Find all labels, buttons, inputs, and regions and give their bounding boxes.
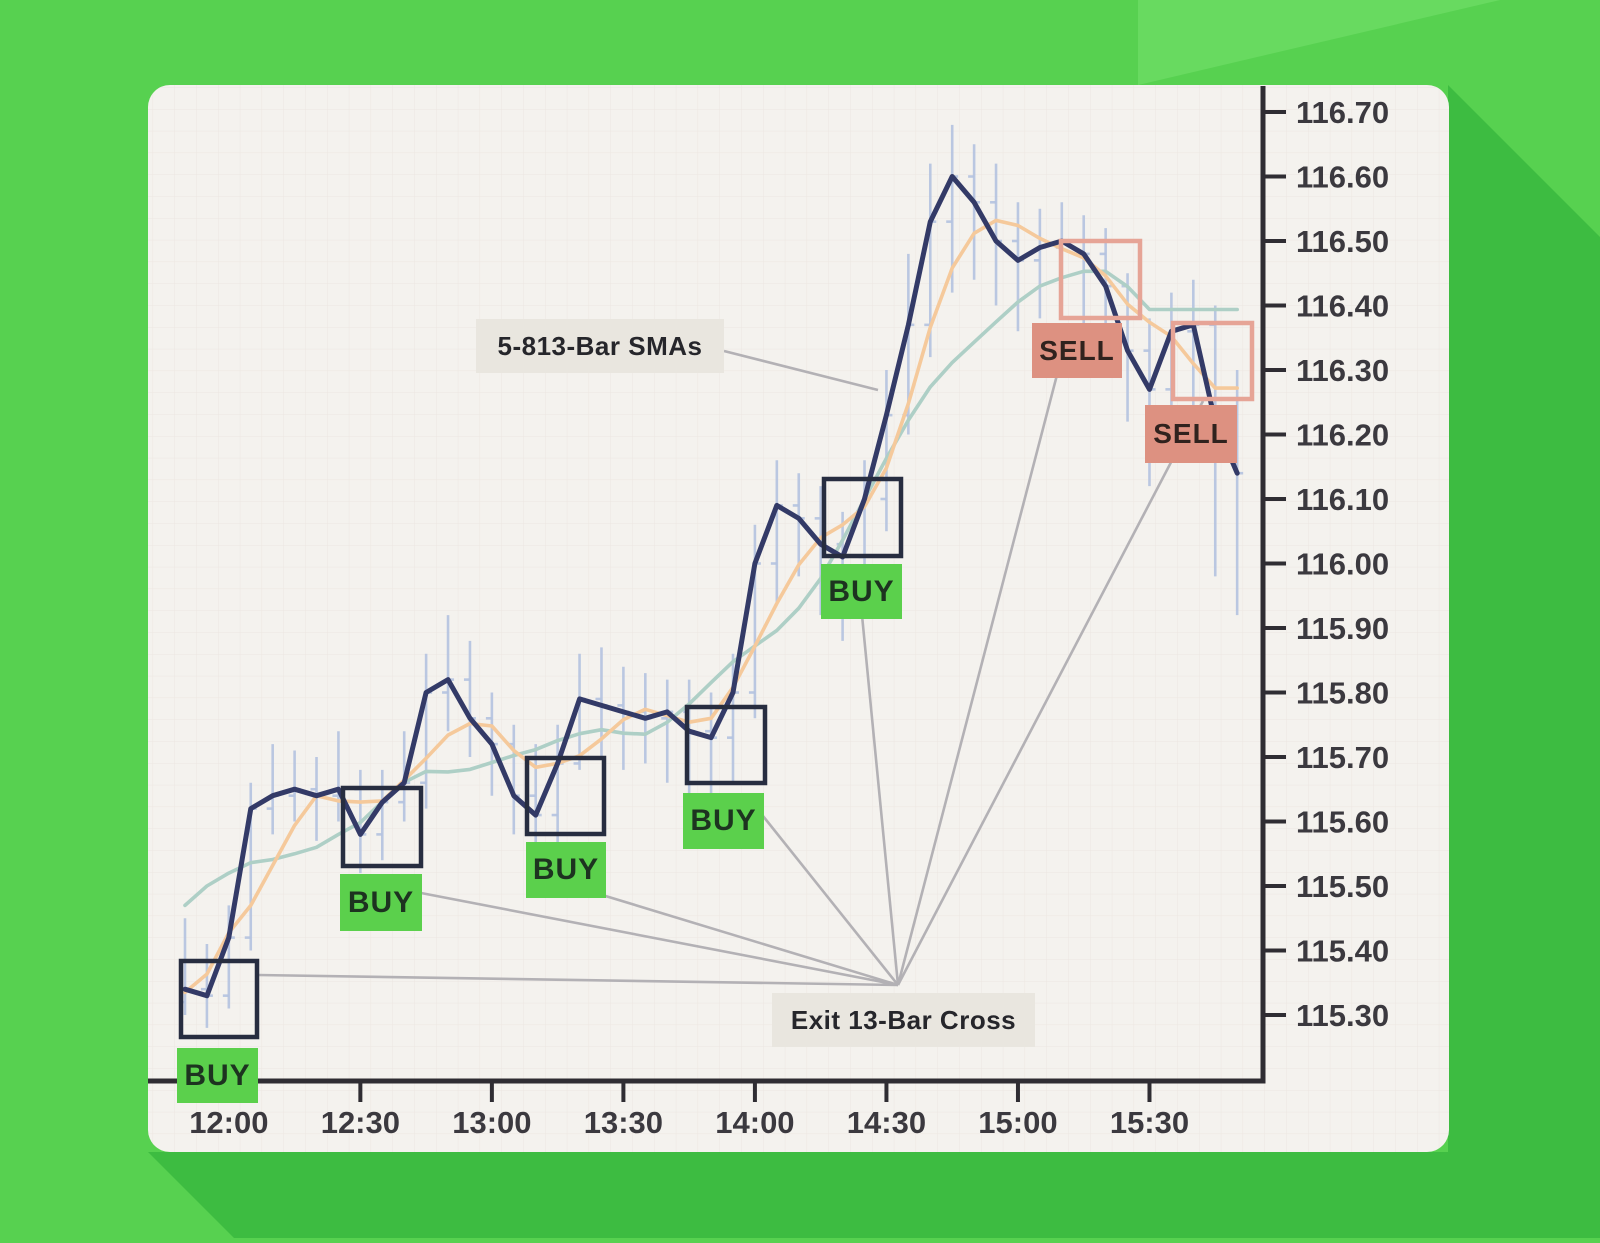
y-axis-label: 116.70: [1296, 95, 1389, 130]
sma-leader-line: [723, 349, 879, 392]
buy-signal-square: [524, 755, 607, 837]
x-axis-label: 12:00: [189, 1105, 268, 1140]
buy-badge: BUY: [340, 874, 422, 931]
exit-fan-line: [896, 324, 1072, 986]
sell-badge: SELL: [1032, 323, 1122, 378]
buy-signal-square: [178, 958, 260, 1040]
y-axis-label: 115.80: [1296, 676, 1389, 711]
sell-signal-square: [1170, 320, 1255, 402]
x-axis-label: 15:30: [1110, 1105, 1189, 1140]
y-axis-label: 115.30: [1296, 998, 1389, 1033]
chart-grid: [148, 85, 1449, 1152]
y-axis-label: 115.60: [1296, 805, 1389, 840]
y-axis-label: 115.70: [1296, 740, 1389, 775]
buy-signal-square: [340, 785, 424, 869]
exit-fan-line: [257, 973, 899, 987]
y-axis-label: 116.40: [1296, 289, 1389, 324]
x-axis-label: 15:00: [978, 1105, 1057, 1140]
y-axis-label: 115.90: [1296, 611, 1389, 646]
x-axis-label: 14:00: [715, 1105, 794, 1140]
buy-badge: BUY: [177, 1048, 258, 1103]
x-axis-label: 14:30: [847, 1105, 926, 1140]
y-axis-label: 116.00: [1296, 547, 1389, 582]
sell-badge: SELL: [1145, 405, 1237, 463]
x-axis-label: 12:30: [321, 1105, 400, 1140]
y-axis-label: 115.40: [1296, 934, 1389, 969]
y-axis-label: 115.50: [1296, 869, 1389, 904]
sell-signal-square: [1058, 238, 1143, 321]
buy-signal-square: [684, 704, 768, 786]
exit-fan-line: [420, 891, 899, 987]
exit-fan-line: [896, 400, 1205, 986]
sma-annotation-label: 5-813-Bar SMAs: [476, 319, 724, 373]
y-axis-label: 116.10: [1296, 482, 1389, 517]
buy-badge: BUY: [526, 842, 606, 898]
exit-fan-line: [859, 604, 900, 986]
exit-fan-line: [565, 882, 899, 987]
x-axis-label: 13:00: [452, 1105, 531, 1140]
x-axis-label: 13:30: [584, 1105, 663, 1140]
y-axis-label: 116.50: [1296, 224, 1389, 259]
buy-signal-square: [821, 476, 904, 559]
exit-annotation-label: Exit 13-Bar Cross: [772, 993, 1035, 1047]
y-axis-label: 116.60: [1296, 160, 1389, 195]
buy-badge: BUY: [821, 564, 902, 619]
y-axis-label: 116.20: [1296, 418, 1389, 453]
exit-fan-line: [753, 805, 900, 986]
buy-badge: BUY: [683, 793, 764, 849]
y-axis-label: 116.30: [1296, 353, 1389, 388]
